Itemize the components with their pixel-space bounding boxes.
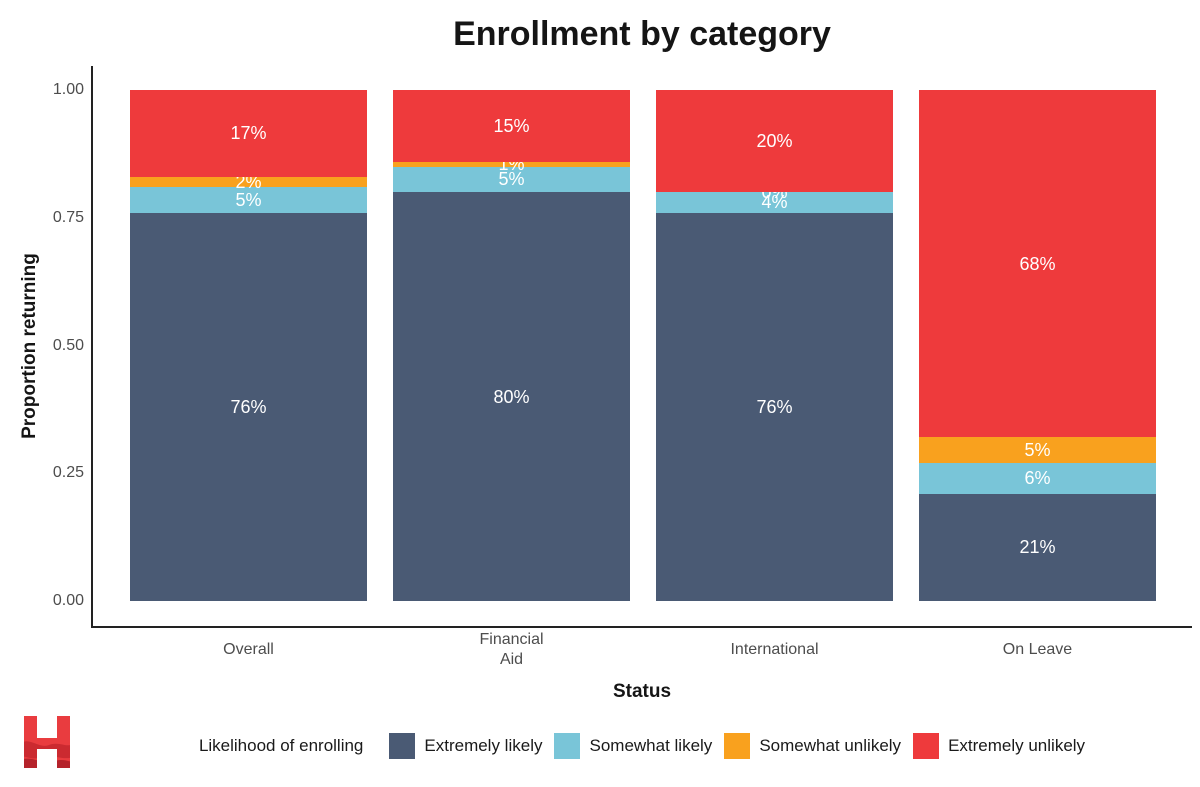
bar-segment (393, 166, 630, 193)
bar-segment-label: 76% (230, 396, 267, 417)
x-axis-title: Status (612, 681, 672, 702)
bar-segment (393, 161, 630, 167)
y-tick-label: 0.50 (52, 336, 84, 354)
bar-segment-label: 4% (761, 192, 788, 213)
legend-item: Somewhat likely (554, 733, 712, 759)
bar-segment (656, 212, 893, 601)
legend-items: Extremely likely Somewhat likely Somewhat … (377, 733, 1085, 759)
legend-item-label: Somewhat likely (589, 736, 713, 755)
x-tick-label: Financial Aid (479, 631, 544, 668)
bar-segment-label: 15% (493, 115, 530, 136)
bar-segment (656, 192, 893, 213)
bar-segment-label: 17% (230, 123, 267, 144)
bar-segment (919, 437, 1156, 464)
legend-swatch (389, 733, 416, 759)
bar-segment-label: 6% (1024, 468, 1051, 489)
x-tick-label: On Leave (1002, 641, 1073, 658)
bar-segment (919, 463, 1156, 494)
legend-title: Likelihood of enrolling (198, 736, 364, 755)
legend-item-label: Extremely likely (424, 736, 543, 755)
bar-segment-label: 21% (1019, 537, 1056, 558)
legend-item: Extremely unlikely (913, 733, 1085, 759)
bar-segment-label: 80% (493, 386, 530, 407)
chart-title: Enrollment by category (453, 15, 831, 53)
legend-swatch (554, 733, 581, 759)
bar-segment-label: 5% (1024, 440, 1051, 461)
x-tick-label: International (730, 641, 819, 658)
bar-segment (130, 90, 367, 177)
legend-item: Somewhat unlikely (724, 733, 901, 759)
bar-segment (130, 176, 367, 188)
y-tick-label: 0.75 (52, 208, 84, 226)
bar-segment (919, 493, 1156, 601)
crimson-h-logo (24, 716, 70, 768)
bar-segment (656, 90, 893, 193)
bar-segment (130, 212, 367, 601)
y-axis-line (91, 66, 93, 628)
bar-segment (393, 192, 630, 601)
y-tick-label: 0.00 (52, 592, 84, 609)
y-tick-label: 1.00 (52, 81, 84, 98)
legend-swatch (724, 733, 751, 759)
legend-item: Extremely likely (389, 733, 542, 759)
legend-item-label: Extremely unlikely (948, 736, 1086, 755)
y-tick-label: 0.25 (52, 464, 84, 482)
legend-item-label: Somewhat unlikely (759, 736, 902, 755)
bar-segment-label: 68% (1019, 253, 1056, 274)
x-axis-line (91, 626, 1192, 628)
bar-segment-label: 2% (235, 171, 262, 192)
bar-segment (919, 90, 1156, 438)
bar-segment (130, 187, 367, 213)
bar-segment-label: 5% (498, 169, 525, 190)
legend: Likelihood of enrolling Extremely likely… (92, 731, 1192, 761)
legend-swatch (913, 733, 940, 759)
bar-segment (393, 90, 630, 162)
x-tick-label: Overall (223, 641, 274, 658)
bar-segment-label: 76% (756, 396, 793, 417)
bar-segment-label: 20% (756, 131, 793, 152)
bar-segment-label: 5% (235, 189, 262, 210)
